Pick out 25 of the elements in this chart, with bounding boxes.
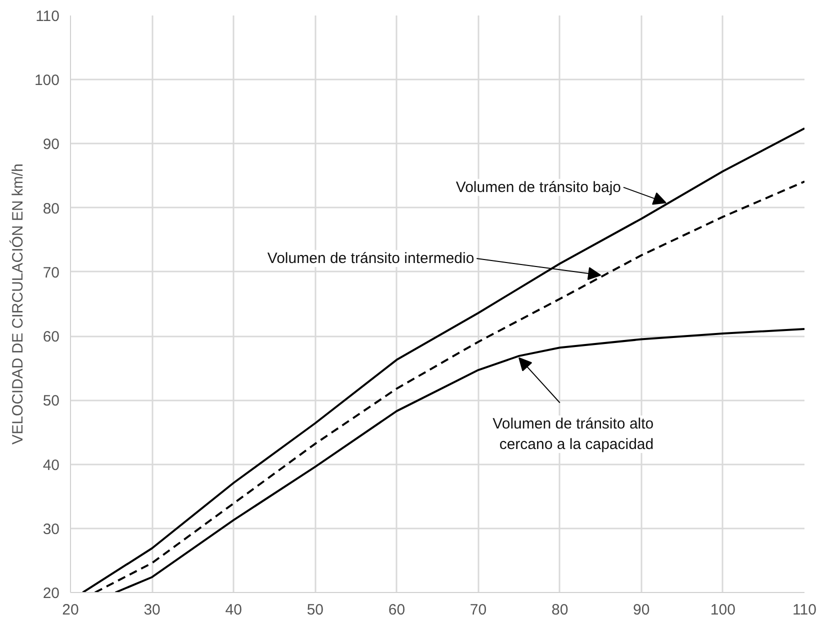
annotation: Volumen de tránsito alto cercano a la capacidad (492, 416, 654, 453)
y-tick-label: 90 (42, 136, 60, 154)
x-tick-label: 50 (306, 602, 324, 617)
y-tick-label: 110 (36, 8, 60, 25)
x-tick-label: 70 (470, 602, 487, 617)
y-tick-label: 60 (42, 328, 60, 346)
line-series (114, 328, 804, 592)
y-tick-label: 20 (42, 585, 60, 602)
x-tick-label: 80 (551, 602, 568, 617)
x-tick-label: 100 (710, 602, 736, 617)
y-tick-label: 70 (42, 264, 60, 282)
y-tick-label: 40 (42, 456, 60, 474)
x-tick-label: 30 (144, 602, 160, 617)
x-tick-label: 20 (62, 602, 79, 617)
y-tick-label: 30 (42, 520, 60, 538)
y-tick-label: 80 (42, 200, 60, 218)
x-tick-label: 60 (388, 602, 406, 617)
y-tick-label: 100 (34, 72, 60, 90)
x-tick-label: 40 (225, 602, 242, 617)
y-tick-label: 50 (42, 392, 60, 410)
y-axis-title: VELOCIDAD DE CIRCULACIÓN EN km/h (8, 164, 26, 444)
annotation: Volumen de tránsito intermedio (267, 250, 474, 267)
x-tick-label: 90 (633, 602, 650, 617)
annotation: Volumen de tránsito bajo (456, 178, 622, 196)
x-tick-label: 110 (792, 602, 816, 617)
